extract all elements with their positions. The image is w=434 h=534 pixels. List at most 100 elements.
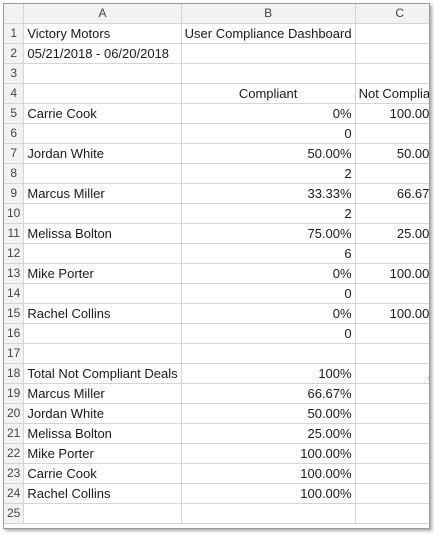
cell-a[interactable] xyxy=(23,343,182,364)
cell-a[interactable] xyxy=(23,203,182,224)
cell-a[interactable]: Victory Motors xyxy=(23,23,182,44)
cell-c[interactable]: 2 xyxy=(355,403,429,424)
cell-b[interactable]: 75.00% xyxy=(181,223,356,244)
row-header[interactable]: 1 xyxy=(4,23,25,44)
cell-b[interactable]: 100% xyxy=(181,363,356,384)
cell-a[interactable]: Total Not Compliant Deals xyxy=(23,363,182,384)
cell-a[interactable]: Mike Porter xyxy=(23,263,182,284)
cell-c[interactable]: 1 xyxy=(355,463,429,484)
cell-b[interactable]: 2 xyxy=(181,163,356,184)
cell-c[interactable]: 1 xyxy=(355,283,429,304)
cell-a[interactable] xyxy=(23,123,182,144)
cell-c[interactable] xyxy=(355,343,429,364)
cell-a[interactable] xyxy=(23,163,182,184)
row-header[interactable]: 3 xyxy=(4,63,25,84)
cell-b[interactable]: 0% xyxy=(181,103,356,124)
cell-b[interactable]: 25.00% xyxy=(181,423,356,444)
row-header[interactable]: 24 xyxy=(4,483,25,504)
cell-a[interactable] xyxy=(23,503,182,524)
row-header[interactable]: 25 xyxy=(4,503,25,524)
row-header[interactable]: 18 xyxy=(4,363,25,384)
row-header[interactable]: 13 xyxy=(4,263,25,284)
cell-c[interactable] xyxy=(355,503,429,524)
cell-a[interactable]: Marcus Miller xyxy=(23,383,182,404)
cell-b[interactable]: 0% xyxy=(181,263,356,284)
row-header[interactable]: 21 xyxy=(4,423,25,444)
cell-b[interactable]: Compliant xyxy=(181,83,356,104)
cell-c[interactable]: 2 xyxy=(355,243,429,264)
column-header-a[interactable]: A xyxy=(23,4,182,24)
cell-c[interactable]: 11 xyxy=(355,363,429,384)
row-header[interactable]: 23 xyxy=(4,463,25,484)
cell-c[interactable]: 25.00% xyxy=(355,223,429,244)
row-header[interactable]: 16 xyxy=(4,323,25,344)
cell-b[interactable] xyxy=(181,63,356,84)
cell-c[interactable] xyxy=(355,43,429,64)
select-all-corner[interactable] xyxy=(4,4,25,24)
cell-a[interactable] xyxy=(23,63,182,84)
row-header[interactable]: 17 xyxy=(4,343,25,364)
cell-c[interactable]: 2 xyxy=(355,163,429,184)
cell-c[interactable]: 2 xyxy=(355,423,429,444)
cell-c[interactable]: 66.67% xyxy=(355,183,429,204)
cell-b[interactable]: 6 xyxy=(181,243,356,264)
cell-c[interactable]: 1 xyxy=(355,123,429,144)
cell-a[interactable] xyxy=(23,83,182,104)
cell-c[interactable]: 4 xyxy=(355,203,429,224)
row-header[interactable]: 4 xyxy=(4,83,25,104)
cell-b[interactable]: 2 xyxy=(181,203,356,224)
cell-a[interactable]: Jordan White xyxy=(23,403,182,424)
cell-b[interactable]: 66.67% xyxy=(181,383,356,404)
cell-a[interactable]: Jordan White xyxy=(23,143,182,164)
cell-c[interactable]: 4 xyxy=(355,383,429,404)
cell-b[interactable]: 33.33% xyxy=(181,183,356,204)
cell-b[interactable]: User Compliance Dashboard xyxy=(181,23,356,44)
cell-b[interactable]: 50.00% xyxy=(181,143,356,164)
row-header[interactable]: 12 xyxy=(4,243,25,264)
cell-c[interactable]: 100.00% xyxy=(355,103,429,124)
cell-b[interactable]: 0% xyxy=(181,303,356,324)
row-header[interactable]: 5 xyxy=(4,103,25,124)
cell-b[interactable]: 100.00% xyxy=(181,443,356,464)
cell-a[interactable]: Melissa Bolton xyxy=(23,423,182,444)
row-header[interactable]: 7 xyxy=(4,143,25,164)
column-header-b[interactable]: B xyxy=(181,4,356,24)
cell-b[interactable] xyxy=(181,343,356,364)
cell-b[interactable]: 0 xyxy=(181,123,356,144)
cell-b[interactable]: 100.00% xyxy=(181,463,356,484)
cell-b[interactable] xyxy=(181,503,356,524)
row-header[interactable]: 11 xyxy=(4,223,25,244)
cell-a[interactable] xyxy=(23,323,182,344)
cell-a[interactable] xyxy=(23,283,182,304)
cell-a[interactable]: Rachel Collins xyxy=(23,303,182,324)
cell-a[interactable]: Rachel Collins xyxy=(23,483,182,504)
row-header[interactable]: 2 xyxy=(4,43,25,64)
row-header[interactable]: 15 xyxy=(4,303,25,324)
row-header[interactable]: 9 xyxy=(4,183,25,204)
cell-b[interactable] xyxy=(181,43,356,64)
row-header[interactable]: 22 xyxy=(4,443,25,464)
cell-a[interactable]: Carrie Cook xyxy=(23,463,182,484)
cell-a[interactable] xyxy=(23,243,182,264)
cell-a[interactable]: Marcus Miller xyxy=(23,183,182,204)
cell-c[interactable] xyxy=(355,63,429,84)
cell-b[interactable]: 100.00% xyxy=(181,483,356,504)
cell-b[interactable]: 50.00% xyxy=(181,403,356,424)
cell-c[interactable]: 100.00% xyxy=(355,263,429,284)
cell-c[interactable]: 100.00% xyxy=(355,303,429,324)
row-header[interactable]: 14 xyxy=(4,283,25,304)
cell-c[interactable]: 1 xyxy=(355,483,429,504)
row-header[interactable]: 8 xyxy=(4,163,25,184)
cell-c[interactable]: 1 xyxy=(355,443,429,464)
row-header[interactable]: 10 xyxy=(4,203,25,224)
cell-b[interactable]: 0 xyxy=(181,283,356,304)
cell-a[interactable]: Mike Porter xyxy=(23,443,182,464)
cell-c[interactable]: 50.00% xyxy=(355,143,429,164)
cell-c[interactable]: 1 xyxy=(355,323,429,344)
row-header[interactable]: 6 xyxy=(4,123,25,144)
column-header-c[interactable]: C xyxy=(355,4,429,24)
cell-a[interactable]: 05/21/2018 - 06/20/2018 xyxy=(23,43,182,64)
cell-a[interactable]: Carrie Cook xyxy=(23,103,182,124)
cell-b[interactable]: 0 xyxy=(181,323,356,344)
cell-c[interactable]: Not Compliant xyxy=(355,83,429,104)
